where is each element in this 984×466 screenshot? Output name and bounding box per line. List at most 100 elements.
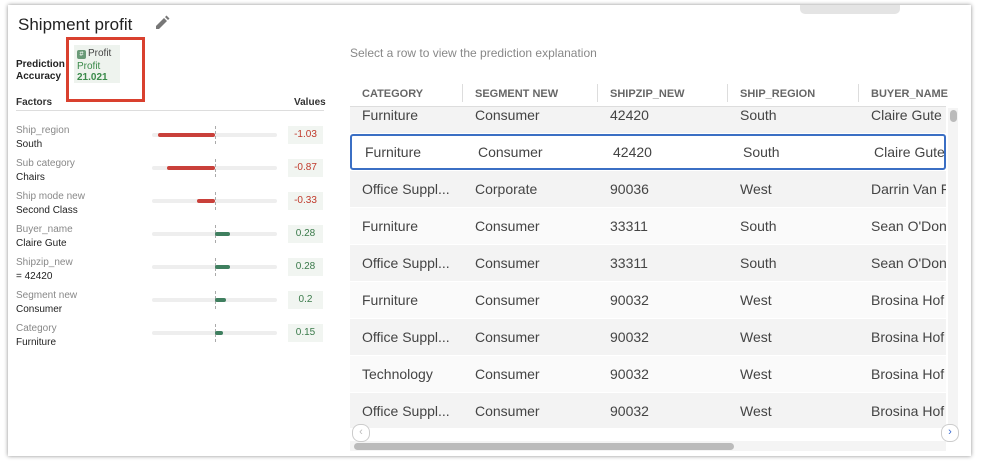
table-cell: West	[740, 403, 772, 419]
table-cell: Brosina Hof	[871, 329, 945, 345]
column-divider	[727, 84, 728, 102]
table-cell: Consumer	[475, 292, 540, 308]
table-row[interactable]: Furniture Consumer 90032 West Brosina Hof	[350, 282, 946, 318]
bar-track	[152, 232, 277, 236]
table-cell: Technology	[362, 366, 433, 382]
zero-line	[215, 126, 216, 144]
factor-level: Second Class	[16, 205, 78, 216]
scroll-left[interactable]: ‹	[352, 424, 370, 442]
column-header: CATEGORY	[362, 88, 424, 100]
table-cell: South	[740, 218, 777, 234]
table-cell: South	[740, 255, 777, 271]
factor-bar	[215, 298, 226, 302]
table-row[interactable]: Office Suppl... Corporate 90036 West Darrin …	[350, 171, 946, 207]
table-cell: Consumer	[475, 366, 540, 382]
table-cell: Corporate	[475, 181, 538, 197]
table-cell: Sean O'Don	[871, 255, 946, 271]
table-cell: West	[740, 292, 772, 308]
table-row[interactable]: Office Suppl... Consumer 33311 South Sean O'…	[350, 245, 946, 281]
factor-name: Segment new	[16, 290, 78, 301]
column-header: BUYER_NAME	[871, 88, 949, 100]
factor-value: 0.28	[288, 258, 323, 276]
factor-value: 0.28	[288, 225, 323, 243]
column-header: SHIPZIP_NEW	[610, 88, 685, 100]
factor-level: = 42420	[16, 271, 53, 282]
scroll-right[interactable]: ›	[941, 424, 959, 442]
factor-value: -0.33	[288, 192, 323, 210]
table-cell: 33311	[610, 218, 648, 234]
table-cell: West	[740, 181, 772, 197]
table-cell: Furniture	[362, 107, 419, 123]
table-cell: Brosina Hof	[871, 366, 945, 382]
table-cell: Brosina Hof	[871, 403, 945, 419]
hint: Select a row to view the prediction expl…	[350, 46, 597, 60]
scroll-thumb[interactable]	[354, 443, 734, 450]
factor-name: Sub category	[16, 158, 75, 169]
prediction-label: Prediction Accuracy	[16, 59, 65, 82]
factor-level: Consumer	[16, 304, 63, 315]
table-row[interactable]: Furniture Consumer 42420 South Claire Gute	[350, 107, 946, 133]
column-divider	[462, 84, 463, 102]
table-cell: Claire Gute	[874, 144, 945, 160]
table-cell: Claire Gute	[871, 107, 942, 123]
table-cell: Consumer	[475, 107, 540, 123]
column-divider	[597, 84, 598, 102]
factor-name: Ship_region	[16, 125, 70, 136]
table-cell: 90032	[610, 329, 649, 345]
table-cell: Furniture	[362, 292, 419, 308]
factors-header: Factors	[16, 97, 53, 108]
title: Shipment profit	[18, 15, 133, 34]
edit-icon[interactable]	[154, 15, 170, 31]
table-cell: Sean O'Don	[871, 218, 946, 234]
bar-track	[152, 331, 277, 335]
vertical-scrollbar[interactable]	[948, 108, 958, 428]
table-cell: 33311	[610, 255, 648, 271]
prediction-value: 21.021	[77, 72, 108, 83]
table-cell: 42420	[613, 144, 652, 160]
table-cell: West	[740, 329, 772, 345]
table-cell: Consumer	[475, 403, 540, 419]
table-cell: Office Suppl...	[362, 329, 450, 345]
zero-line	[215, 159, 216, 177]
factor-bar	[215, 265, 231, 269]
factor-name: Category	[16, 323, 57, 334]
table-cell: 90032	[610, 403, 649, 419]
factor-value: -1.03	[288, 126, 323, 144]
prediction-tag: # Profit	[77, 48, 111, 59]
table-row[interactable]: Furniture Consumer 33311 South Sean O'Don	[350, 208, 946, 244]
column-header: SEGMENT NEW	[475, 88, 559, 100]
highlight-box	[66, 37, 145, 102]
table-cell: 42420	[610, 107, 649, 123]
table-cell: Furniture	[362, 218, 419, 234]
table-cell: West	[740, 366, 772, 382]
zero-line	[215, 192, 216, 210]
factor-bar	[158, 133, 215, 137]
table-cell: Office Suppl...	[362, 255, 450, 271]
table-cell: South	[740, 107, 777, 123]
table-cell: Office Suppl...	[362, 403, 450, 419]
table-cell: South	[743, 144, 780, 160]
scroll-thumb[interactable]	[950, 110, 957, 122]
factor-name: Buyer_name	[16, 224, 73, 235]
column-header: SHIP_REGION	[740, 88, 816, 100]
factor-level: South	[16, 139, 43, 150]
table-row[interactable]: Office Suppl... Consumer 90032 West Brosina …	[350, 393, 946, 428]
factor-name: Ship mode new	[16, 191, 85, 202]
factor-value: 0.2	[288, 291, 323, 309]
values-header: Values	[294, 97, 326, 108]
table-cell: 90032	[610, 366, 649, 382]
bar-track	[152, 298, 277, 302]
table-row[interactable]: Furniture Consumer 42420 South Claire Gute	[350, 134, 946, 170]
column-divider	[858, 84, 859, 102]
table-cell: 90032	[610, 292, 649, 308]
table-row[interactable]: Office Suppl... Consumer 90032 West Brosina …	[350, 319, 946, 355]
table-body: Furniture Consumer 42420 South Claire Gute Fu…	[350, 107, 946, 428]
table-cell: Brosina Hof	[871, 292, 945, 308]
table-row[interactable]: Technology Consumer 90032 West Brosina Hof	[350, 356, 946, 392]
table-cell: Consumer	[475, 255, 540, 271]
factor-bar	[167, 166, 215, 170]
factor-level: Furniture	[16, 337, 57, 348]
table-cell: Consumer	[478, 144, 543, 160]
table-cell: Furniture	[365, 144, 422, 160]
